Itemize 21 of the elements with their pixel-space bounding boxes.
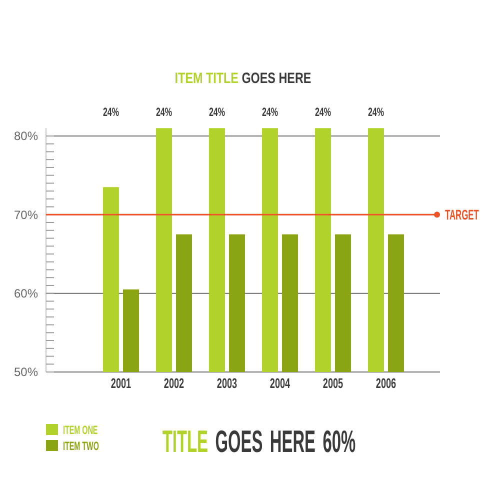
text: TITLE GOES HERE 60% bbox=[162, 426, 356, 460]
legend-label: ITEM TWO bbox=[63, 440, 100, 454]
legend-label: ITEM ONE bbox=[63, 424, 98, 438]
y-tick-label: 80% bbox=[14, 129, 38, 144]
chart-title: ITEM TITLE GOES HERE bbox=[174, 70, 312, 86]
text: 24% bbox=[156, 106, 172, 120]
x-tick-label: 2005 bbox=[322, 374, 344, 392]
text: 24% bbox=[102, 106, 120, 120]
text: 24% bbox=[314, 106, 332, 120]
ref-line-label: TARGET bbox=[445, 208, 479, 224]
x-tick-label: 2003 bbox=[216, 374, 238, 392]
text: 24% bbox=[208, 106, 226, 120]
x-tick-label: 2002 bbox=[164, 374, 184, 392]
text: 24% bbox=[368, 106, 384, 120]
y-tick-label: 50% bbox=[14, 365, 38, 380]
x-tick-label: 2004 bbox=[270, 374, 290, 392]
x-tick-label: 2001 bbox=[110, 374, 132, 392]
text: 24% bbox=[262, 106, 278, 120]
x-tick-label: 2006 bbox=[376, 374, 396, 392]
y-tick-label: 70% bbox=[14, 208, 38, 222]
y-tick-label: 60% bbox=[14, 286, 38, 301]
